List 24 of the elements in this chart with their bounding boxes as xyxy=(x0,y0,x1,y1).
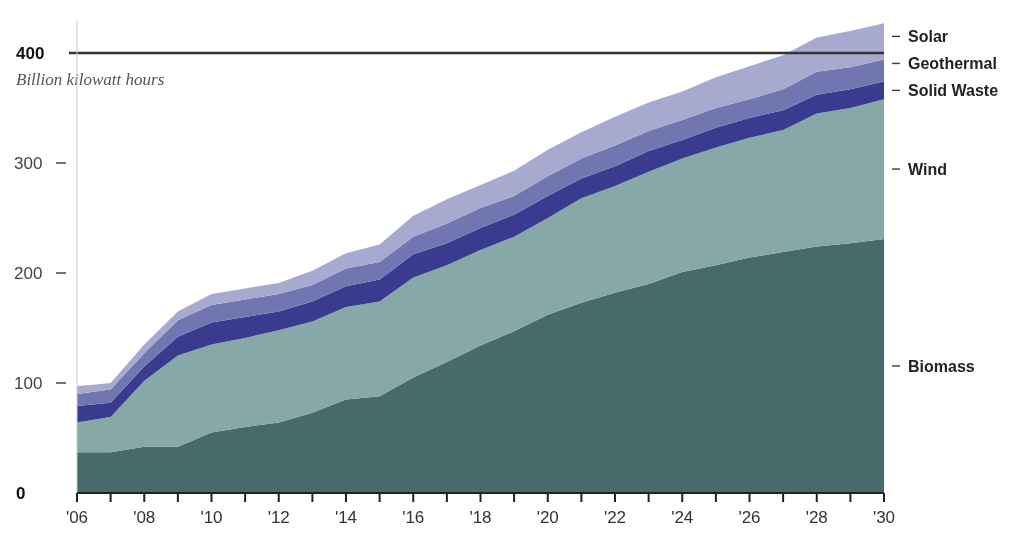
series-label: Solar xyxy=(908,28,949,46)
y-tick-label: 200 xyxy=(14,264,43,283)
x-tick-label: '18 xyxy=(469,508,492,527)
series-label: Wind xyxy=(908,161,947,179)
x-tick-label: '06 xyxy=(65,508,89,527)
series-label: Solid Waste xyxy=(908,82,999,100)
x-tick-label: '26 xyxy=(738,508,761,527)
y-tick-label: 400 xyxy=(16,44,45,63)
x-tick-label: '24 xyxy=(671,508,694,527)
x-tick-label: '28 xyxy=(805,508,828,527)
x-tick-label: '16 xyxy=(402,508,425,527)
y-tick-label: 100 xyxy=(14,374,43,393)
series-label: Geothermal xyxy=(908,55,997,73)
y-tick-label: 0 xyxy=(16,484,26,503)
x-tick-label: '30 xyxy=(872,508,896,527)
x-tick-label: '22 xyxy=(603,508,627,527)
x-tick-label: '14 xyxy=(334,508,358,527)
y-axis-title: Billion kilowatt hours xyxy=(16,70,165,89)
series-label: Biomass xyxy=(908,357,975,375)
x-tick-label: '20 xyxy=(536,508,559,527)
x-tick-label: '12 xyxy=(267,508,290,527)
x-tick-label: '08 xyxy=(133,508,156,527)
x-tick-label: '10 xyxy=(200,508,223,527)
y-tick-label: 300 xyxy=(14,154,43,173)
